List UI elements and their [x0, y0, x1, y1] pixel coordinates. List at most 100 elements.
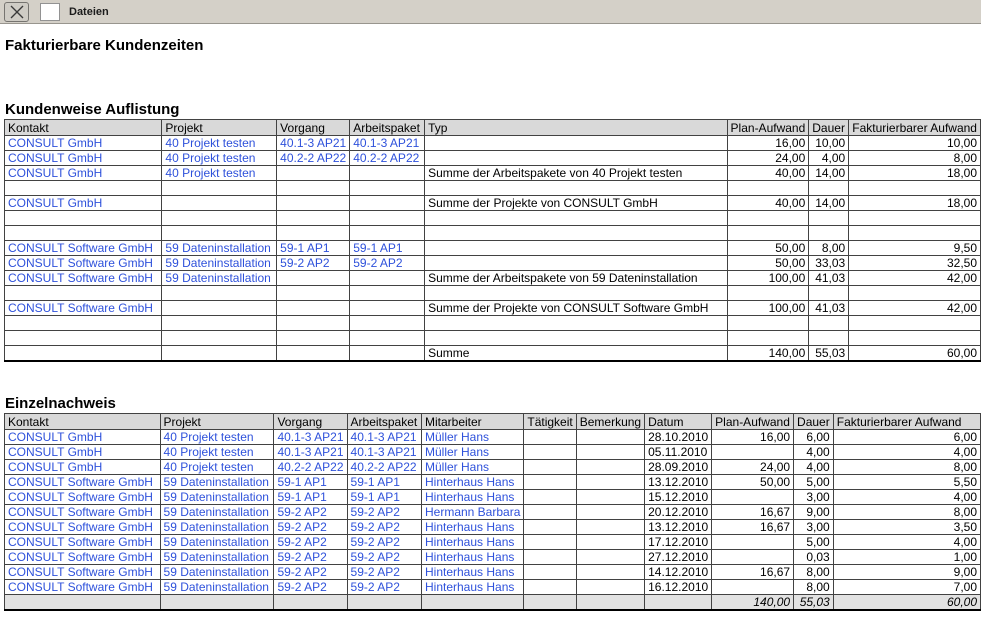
- cell-vorgang-link[interactable]: 59-2 AP2: [273, 579, 348, 595]
- cell-arbeitspaket-link[interactable]: 40.1-3 AP21: [346, 444, 422, 460]
- cell-projekt-link[interactable]: 59 Dateninstallation: [159, 474, 275, 490]
- cell-projekt-link[interactable]: 40 Projekt testen: [159, 459, 275, 475]
- cell-arbeitspaket-link[interactable]: 59-2 AP2: [346, 534, 422, 550]
- cell-arbeitspaket-link[interactable]: [349, 270, 426, 286]
- cell-arbeitspaket-link[interactable]: [349, 300, 426, 316]
- cell-projekt-link[interactable]: 59 Dateninstallation: [159, 504, 275, 520]
- cell-projekt-link[interactable]: 59 Dateninstallation: [161, 240, 278, 256]
- cell-kontakt-link[interactable]: CONSULT Software GmbH: [4, 564, 161, 580]
- cell-vorgang-link[interactable]: 59-1 AP1: [273, 489, 348, 505]
- cell-vorgang-link[interactable]: [276, 165, 351, 181]
- cell-arbeitspaket-link[interactable]: 59-2 AP2: [346, 564, 422, 580]
- cell-projekt-link[interactable]: [161, 285, 278, 301]
- cell-kontakt-link[interactable]: CONSULT GmbH: [4, 429, 161, 445]
- cell-kontakt-link[interactable]: [3, 180, 163, 196]
- cell-vorgang-link[interactable]: 40.2-2 AP22: [273, 459, 348, 475]
- cell-vorgang-link[interactable]: 59-2 AP2: [273, 534, 348, 550]
- cell-projekt-link[interactable]: 40 Projekt testen: [161, 135, 278, 151]
- cell-kontakt-link[interactable]: [3, 225, 163, 241]
- cell-arbeitspaket-link[interactable]: [349, 225, 426, 241]
- cell-kontakt-link[interactable]: [3, 315, 163, 331]
- cell-vorgang-link[interactable]: 59-2 AP2: [273, 549, 348, 565]
- cell-projekt-link[interactable]: 59 Dateninstallation: [159, 579, 275, 595]
- cell-arbeitspaket-link[interactable]: 40.2-2 AP22: [349, 150, 426, 166]
- cell-mitarbeiter-link[interactable]: Müller Hans: [420, 429, 525, 445]
- cell-arbeitspaket-link[interactable]: 59-2 AP2: [349, 255, 426, 271]
- cell-kontakt-link[interactable]: CONSULT GmbH: [3, 135, 163, 151]
- cell-arbeitspaket-link[interactable]: 40.2-2 AP22: [346, 459, 422, 475]
- cell-kontakt-link[interactable]: CONSULT Software GmbH: [3, 255, 163, 271]
- cell-projekt-link[interactable]: 59 Dateninstallation: [159, 549, 275, 565]
- cell-kontakt-link[interactable]: CONSULT GmbH: [3, 150, 163, 166]
- cell-vorgang-link[interactable]: [276, 225, 351, 241]
- cell-mitarbeiter-link[interactable]: Hinterhaus Hans: [420, 549, 525, 565]
- cell-vorgang-link[interactable]: [276, 285, 351, 301]
- cell-vorgang-link[interactable]: 40.1-3 AP21: [273, 429, 348, 445]
- cell-projekt-link[interactable]: 59 Dateninstallation: [159, 489, 275, 505]
- cell-kontakt-link[interactable]: [3, 210, 163, 226]
- cell-kontakt-link[interactable]: CONSULT Software GmbH: [3, 270, 163, 286]
- cell-arbeitspaket-link[interactable]: 59-2 AP2: [346, 549, 422, 565]
- cell-projekt-link[interactable]: [161, 225, 278, 241]
- cell-kontakt-link[interactable]: CONSULT Software GmbH: [4, 519, 161, 535]
- cell-kontakt-link[interactable]: CONSULT GmbH: [3, 195, 163, 211]
- cell-projekt-link[interactable]: [161, 300, 278, 316]
- cell-vorgang-link[interactable]: 59-2 AP2: [273, 564, 348, 580]
- cell-kontakt-link[interactable]: CONSULT Software GmbH: [3, 240, 163, 256]
- cell-mitarbeiter-link[interactable]: Hinterhaus Hans: [420, 519, 525, 535]
- dateien-checkbox[interactable]: [40, 2, 60, 21]
- cell-vorgang-link[interactable]: [276, 180, 351, 196]
- cell-arbeitspaket-link[interactable]: 59-2 AP2: [346, 579, 422, 595]
- cell-arbeitspaket-link[interactable]: [349, 285, 426, 301]
- cell-projekt-link[interactable]: [161, 180, 278, 196]
- cell-vorgang-link[interactable]: 59-1 AP1: [276, 240, 351, 256]
- cell-mitarbeiter-link[interactable]: Hinterhaus Hans: [420, 564, 525, 580]
- cell-kontakt-link[interactable]: CONSULT GmbH: [4, 444, 161, 460]
- cell-kontakt-link[interactable]: [3, 345, 163, 362]
- cell-kontakt-link[interactable]: CONSULT Software GmbH: [4, 549, 161, 565]
- close-button[interactable]: [4, 1, 29, 22]
- cell-projekt-link[interactable]: [161, 330, 278, 346]
- cell-vorgang-link[interactable]: [276, 330, 351, 346]
- cell-kontakt-link[interactable]: CONSULT GmbH: [3, 165, 163, 181]
- cell-projekt-link[interactable]: 59 Dateninstallation: [161, 255, 278, 271]
- cell-vorgang-link[interactable]: 40.2-2 AP22: [276, 150, 351, 166]
- cell-arbeitspaket-link[interactable]: [349, 195, 426, 211]
- cell-arbeitspaket-link[interactable]: [349, 315, 426, 331]
- cell-vorgang-link[interactable]: [276, 195, 351, 211]
- cell-vorgang-link[interactable]: [276, 270, 351, 286]
- cell-arbeitspaket-link[interactable]: [349, 165, 426, 181]
- cell-projekt-link[interactable]: [161, 315, 278, 331]
- cell-projekt-link[interactable]: 40 Projekt testen: [161, 150, 278, 166]
- cell-vorgang-link[interactable]: [276, 210, 351, 226]
- cell-mitarbeiter-link[interactable]: Hinterhaus Hans: [420, 489, 525, 505]
- cell-vorgang-link[interactable]: [276, 315, 351, 331]
- cell-projekt-link[interactable]: 40 Projekt testen: [159, 444, 275, 460]
- cell-vorgang-link[interactable]: 59-2 AP2: [273, 504, 348, 520]
- cell-kontakt-link[interactable]: CONSULT Software GmbH: [4, 489, 161, 505]
- cell-kontakt-link[interactable]: CONSULT Software GmbH: [4, 579, 161, 595]
- cell-arbeitspaket-link[interactable]: 59-1 AP1: [346, 489, 422, 505]
- cell-arbeitspaket-link[interactable]: [349, 330, 426, 346]
- cell-kontakt-link[interactable]: CONSULT Software GmbH: [3, 300, 163, 316]
- cell-mitarbeiter-link[interactable]: Hermann Barbara: [420, 504, 525, 520]
- cell-arbeitspaket-link[interactable]: [349, 345, 426, 362]
- cell-arbeitspaket-link[interactable]: 59-2 AP2: [346, 504, 422, 520]
- cell-kontakt-link[interactable]: CONSULT Software GmbH: [4, 474, 161, 490]
- cell-kontakt-link[interactable]: CONSULT Software GmbH: [4, 504, 161, 520]
- cell-mitarbeiter-link[interactable]: Hinterhaus Hans: [420, 534, 525, 550]
- cell-arbeitspaket-link[interactable]: 59-1 AP1: [349, 240, 426, 256]
- cell-arbeitspaket-link[interactable]: 40.1-3 AP21: [346, 429, 422, 445]
- cell-projekt-link[interactable]: [161, 195, 278, 211]
- cell-projekt-link[interactable]: 59 Dateninstallation: [159, 534, 275, 550]
- cell-arbeitspaket-link[interactable]: 59-2 AP2: [346, 519, 422, 535]
- cell-projekt-link[interactable]: 59 Dateninstallation: [159, 564, 275, 580]
- cell-mitarbeiter-link[interactable]: Hinterhaus Hans: [420, 579, 525, 595]
- cell-vorgang-link[interactable]: 40.1-3 AP21: [276, 135, 351, 151]
- cell-arbeitspaket-link[interactable]: [349, 180, 426, 196]
- cell-vorgang-link[interactable]: [276, 300, 351, 316]
- cell-projekt-link[interactable]: 59 Dateninstallation: [161, 270, 278, 286]
- cell-mitarbeiter-link[interactable]: Hinterhaus Hans: [420, 474, 525, 490]
- cell-vorgang-link[interactable]: [276, 345, 351, 362]
- cell-arbeitspaket-link[interactable]: 59-1 AP1: [346, 474, 422, 490]
